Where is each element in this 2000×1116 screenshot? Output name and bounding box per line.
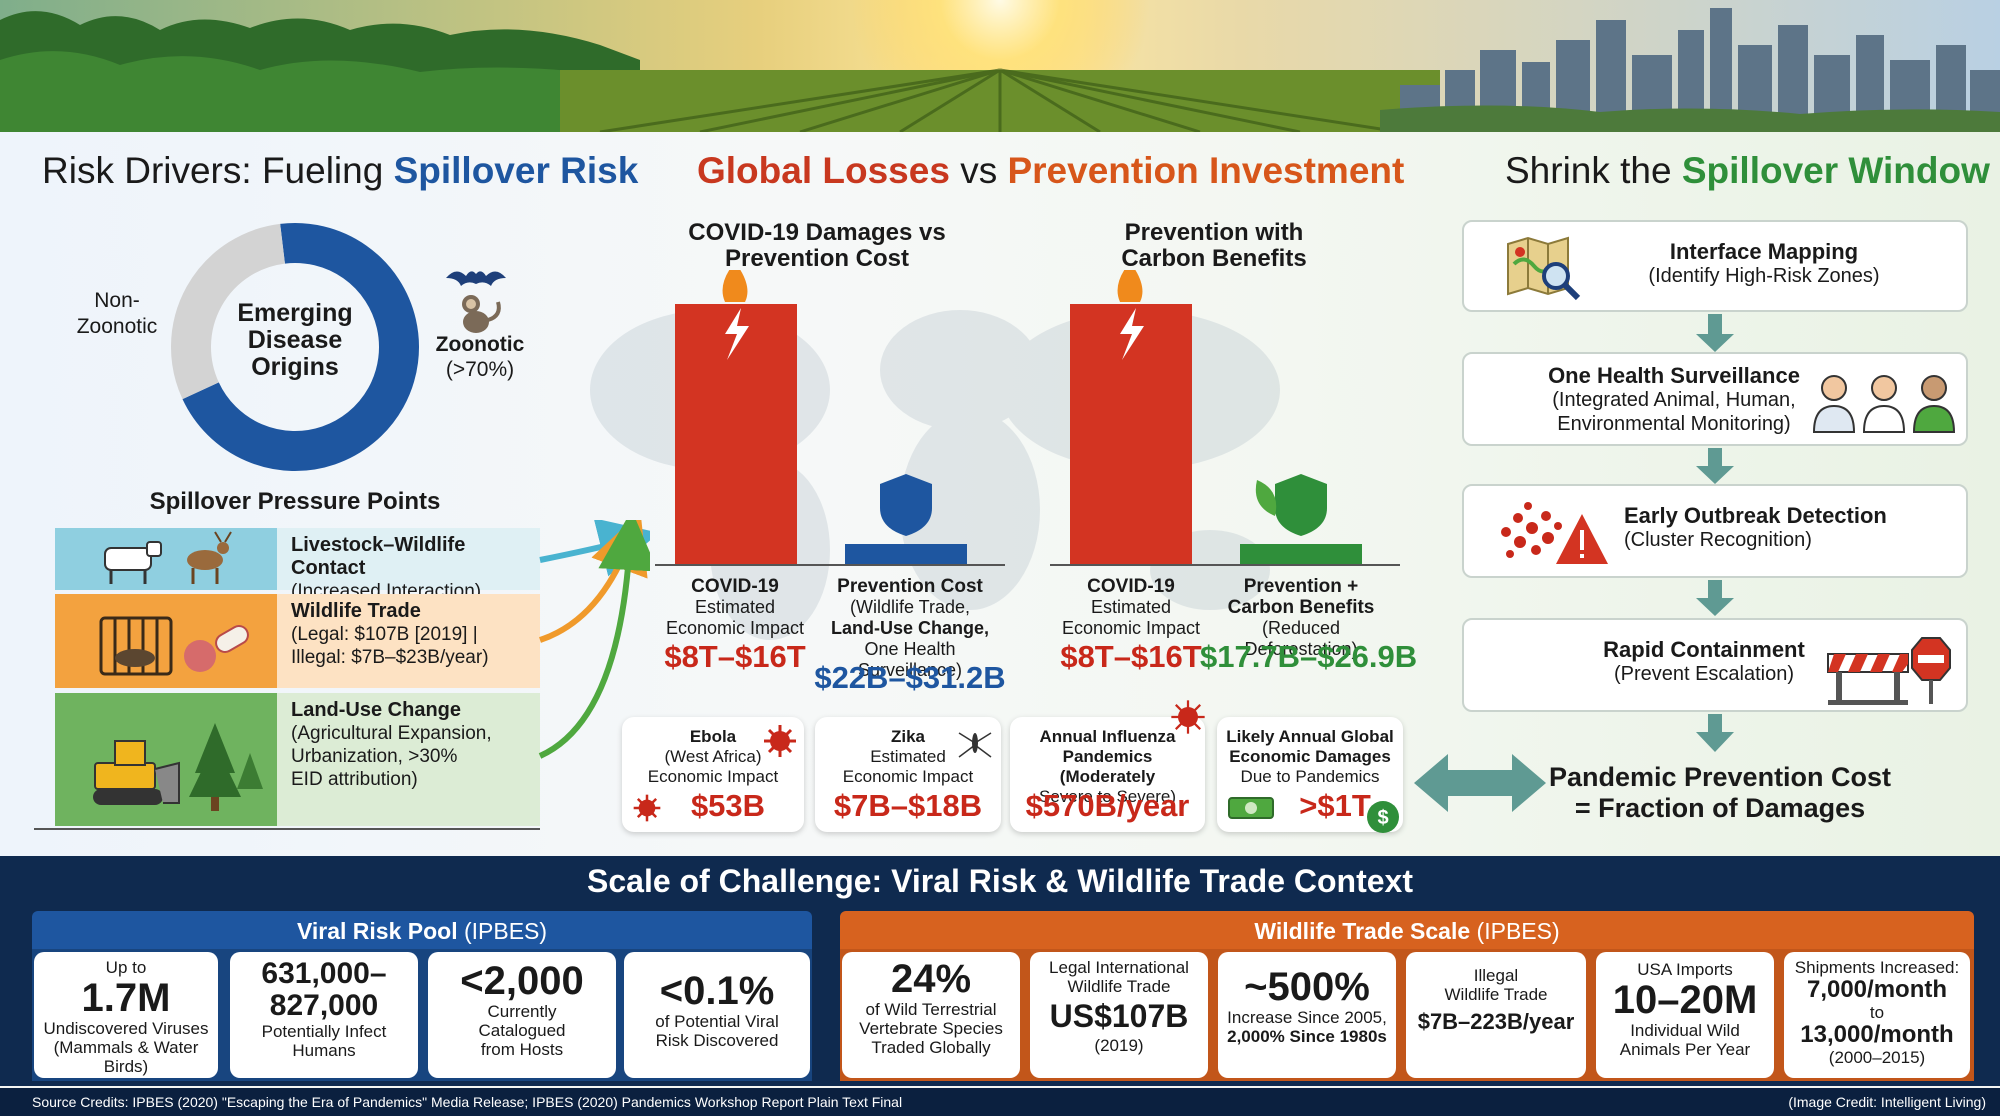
c2-left-value: $8T–$16T: [1060, 639, 1202, 674]
stat-shipments: Shipments Increased: 7,000/month to 13,0…: [1784, 952, 1970, 1078]
flow-arrows: [1696, 314, 1734, 752]
barrier-stop-icon: [1827, 637, 1951, 705]
donut-center-label: Emerging Disease Origins: [237, 299, 353, 381]
caged-animal-icon: [55, 594, 277, 688]
non-zoonotic-label: Non- Zoonotic: [76, 289, 158, 338]
c1-shield-dollar-icon: [880, 474, 932, 536]
c2-baseline: [1050, 564, 1400, 566]
c2-flame-icon: [1117, 270, 1143, 302]
c1-flame-icon: [722, 270, 748, 302]
virus-icon-small: [633, 794, 661, 822]
double-arrow-icon: [1414, 754, 1546, 812]
step-early-detection: Early Outbreak Detection (Cluster Recogn…: [1462, 484, 1968, 578]
pressure-point-livestock: Livestock–Wildlife Contact (Increased In…: [55, 528, 540, 602]
c2-prevention-bar: [1240, 544, 1362, 564]
mosquito-icon: [958, 732, 992, 758]
stat-undiscovered-viruses: Up to 1.7M Undiscovered Viruses (Mammals…: [34, 952, 218, 1078]
c1-baseline: [655, 564, 1005, 566]
virus-icon-influenza: [1171, 700, 1205, 734]
c2-right-caption: Prevention + Carbon Benefits (Reduced De…: [1227, 576, 1375, 659]
stat-catalogued: <2,000 Currently Catalogued from Hosts: [428, 952, 616, 1078]
viral-risk-header: Viral Risk Pool (IPBES): [32, 911, 812, 951]
donut-slice-non-zoonotic: [171, 223, 286, 400]
stat-illegal-trade: Illegal Wildlife Trade $7B–223B/year: [1406, 952, 1586, 1078]
step-interface-mapping: Interface Mapping (Identify High-Risk Zo…: [1462, 220, 1968, 312]
c1-right-caption: Prevention Cost (Wildlife Trade, Land-Us…: [830, 576, 990, 680]
bat-monkey-icon: [446, 271, 506, 333]
globe-dollar-icon: $: [1367, 801, 1399, 833]
origins-donut-chart: [171, 223, 419, 471]
c2-right-value: $17.7B–$26.9B: [1200, 639, 1418, 674]
pressure-baseline: [34, 828, 540, 830]
svg-text:$: $: [1377, 807, 1388, 829]
step-rapid-containment: Rapid Containment (Prevent Escalation): [1462, 618, 1968, 712]
step-one-health: One Health Surveillance (Integrated Anim…: [1462, 352, 1968, 446]
map-magnifier-icon: [1507, 236, 1581, 301]
annual-damages-card: Likely Annual Global Economic Damages Du…: [1217, 717, 1403, 833]
stat-risk-discovered: <0.1% of Potential Viral Risk Discovered: [624, 952, 810, 1078]
global-losses-title: Global Losses vs Prevention Investment: [697, 150, 1405, 191]
zoonotic-label: Zoonotic (>70%): [435, 333, 525, 381]
c1-covid-bar: [675, 304, 797, 564]
stat-legal-trade: Legal International Wildlife Trade US$10…: [1030, 952, 1208, 1078]
prevention-cost-conclusion: Pandemic Prevention Cost = Fraction of D…: [1548, 762, 1892, 823]
stat-species-traded: 24% of Wild Terrestrial Vertebrate Speci…: [842, 952, 1020, 1078]
stat-usa-imports: USA Imports 10–20M Individual Wild Anima…: [1596, 952, 1774, 1078]
c2-left-caption: COVID-19 Estimated Economic Impact: [1061, 576, 1201, 638]
footer-credits: Source Credits: IPBES (2020) "Escaping t…: [0, 1088, 2000, 1116]
c2-leaf-icon: [1255, 480, 1277, 516]
donut-slice-zoonotic: [182, 223, 419, 471]
risk-drivers-title: Risk Drivers: Fueling Spillover Risk: [42, 150, 639, 191]
zika-impact-card: Zika Estimated Economic Impact $7B–$18B: [815, 717, 1001, 832]
c2-covid-bar: [1070, 304, 1192, 564]
c2-lightning-icon: [1120, 308, 1144, 360]
ebola-impact-card: Ebola (West Africa) Economic Impact $53B: [622, 717, 804, 832]
scale-of-challenge-title: Scale of Challenge: Viral Risk & Wildlif…: [587, 863, 1413, 899]
wildlife-trade-header: Wildlife Trade Scale (IPBES): [840, 911, 1974, 951]
chart1-title: COVID-19 Damages vs Prevention Cost: [688, 219, 946, 272]
header-banner: [0, 0, 2000, 132]
bulldozer-forest-icon: [55, 693, 277, 826]
stat-trade-increase: ~500% Increase Since 2005, 2,000% Since …: [1218, 952, 1396, 1078]
c1-right-value: $22B–$31.2B: [814, 660, 1006, 695]
c1-left-caption: COVID-19 Estimated Economic Impact: [665, 576, 805, 638]
cash-icon: [1228, 797, 1274, 819]
c2-leaf-dollar-icon: [1275, 474, 1327, 536]
stat-infect-humans: 631,000– 827,000 Potentially Infect Huma…: [230, 952, 418, 1078]
losses-vs-prevention-bars: [655, 270, 1400, 566]
outbreak-warning-icon: [1501, 502, 1608, 564]
influenza-impact-card: Annual Influenza Pandemics (Moderately S…: [1010, 700, 1205, 832]
pressure-point-wildlife-trade: Wildlife Trade (Legal: $107B [2019] | Il…: [55, 594, 540, 688]
health-workers-icon: [1812, 375, 1956, 433]
pressure-points-title: Spillover Pressure Points: [149, 488, 441, 515]
c1-prevention-bar: [845, 544, 967, 564]
livestock-wildlife-icon: [55, 528, 277, 590]
c1-left-value: $8T–$16T: [664, 639, 806, 674]
spillover-window-title: Shrink the Spillover Window: [1505, 150, 1990, 191]
chart2-title: Prevention with Carbon Benefits: [1121, 219, 1307, 272]
pressure-arrows: [538, 520, 650, 759]
c1-lightning-icon: [725, 308, 749, 360]
pressure-point-land-use: Land-Use Change (Agricultural Expansion,…: [55, 693, 540, 826]
virus-icon: [764, 725, 796, 757]
